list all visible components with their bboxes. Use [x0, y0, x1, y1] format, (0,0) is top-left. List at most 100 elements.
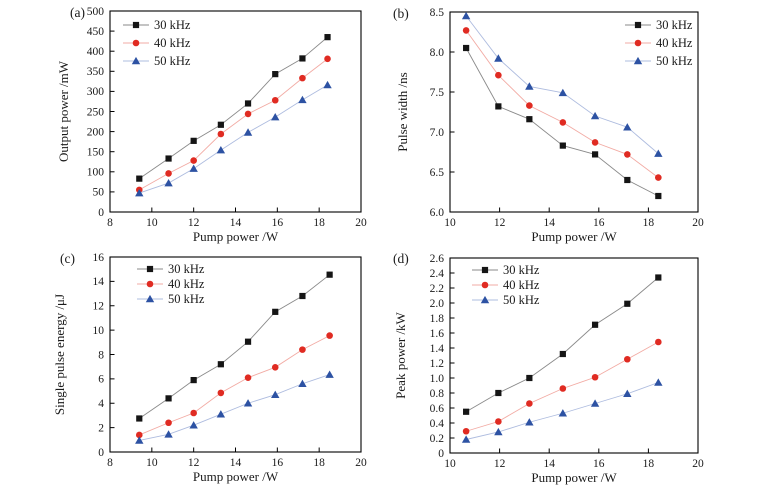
y-tick-label: 0	[98, 207, 104, 219]
y-tick-label: 12	[93, 301, 105, 313]
y-tick-label: 6.5	[430, 167, 445, 179]
data-point-30-khz	[165, 395, 172, 402]
data-point-50-khz	[654, 378, 663, 386]
data-point-30-khz	[136, 175, 143, 182]
series-50-khz-line	[139, 374, 330, 441]
y-tick-label: 2	[98, 422, 104, 434]
data-point-30-khz	[244, 338, 252, 345]
x-axis-title: Pump power /W	[193, 469, 279, 484]
legend-label-30-khz: 30 kHz	[168, 262, 205, 276]
data-point-40-khz	[271, 363, 279, 371]
y-axis-title: Single pulse energy /μJ	[52, 294, 67, 415]
axes: 10 12 14 16 18 20 6.0 6.5 7.0 7.5 8.0 8.5	[430, 7, 704, 229]
y-tick-label: 1.6	[430, 328, 445, 340]
data-point-30-khz	[624, 176, 631, 184]
x-tick-label: 20	[355, 457, 367, 469]
data-point-30-khz	[244, 100, 252, 107]
data-point-30-khz	[624, 300, 631, 307]
legend-marker-50-khz	[480, 295, 490, 304]
data-point-50-khz	[558, 409, 568, 417]
data-point-50-khz	[325, 370, 334, 378]
y-tick-label: 1.2	[430, 358, 445, 370]
legend-label-30-khz: 30 kHz	[154, 18, 191, 32]
x-tick-label: 16	[272, 217, 284, 229]
data-point-50-khz	[135, 189, 144, 197]
x-tick-label: 18	[313, 217, 325, 229]
legend-marker-30-khz	[146, 265, 154, 273]
plot-frame	[449, 11, 699, 213]
legend-label-50-khz: 50 kHz	[656, 54, 693, 68]
x-axis-title: Pump power /W	[531, 470, 617, 485]
y-tick-label: 8.0	[430, 47, 445, 59]
series-40-khz-line	[139, 58, 328, 191]
x-tick-label: 18	[313, 457, 325, 469]
y-tick-label: 500	[87, 6, 105, 18]
series-40-khz-line	[139, 335, 330, 436]
y-tick-label: 0.8	[430, 388, 445, 400]
data-point-30-khz	[526, 374, 533, 382]
data-point-40-khz	[495, 418, 502, 425]
data-point-40-khz	[526, 400, 533, 407]
data-point-50-khz	[623, 123, 632, 131]
data-point-50-khz	[243, 399, 253, 407]
y-tick-label: 200	[87, 126, 105, 138]
y-tick-label: 0.2	[430, 433, 445, 445]
y-axis-title: Peak power /kW	[393, 311, 408, 398]
data-point-50-khz	[298, 379, 307, 388]
x-tick-label: 16	[272, 457, 284, 469]
data-point-50-khz	[525, 418, 534, 426]
series-40-khz	[135, 332, 333, 439]
data-point-50-khz	[271, 113, 280, 121]
data-point-30-khz	[217, 121, 224, 128]
y-tick-label: 400	[87, 46, 105, 58]
x-tick-label: 20	[355, 217, 367, 229]
series-50-khz	[461, 11, 663, 157]
data-point-50-khz	[135, 436, 144, 444]
data-point-40-khz	[190, 157, 197, 164]
legend-label-50-khz: 50 kHz	[154, 54, 191, 68]
legend-marker-40-khz	[146, 280, 154, 288]
y-tick-label: 2.6	[430, 253, 445, 265]
data-point-40-khz	[299, 74, 306, 82]
subplot-b-canvas: (b) 10 12 14 16 18 20 6.0 6.5 7.0 7.5 8.0 8.5 Pump po…	[393, 6, 704, 244]
legend-label-40-khz: 40 kHz	[656, 36, 693, 50]
data-point-40-khz	[244, 110, 252, 118]
series-50-khz-line	[465, 15, 659, 154]
data-point-30-khz	[299, 55, 306, 62]
panel-label-c: (c)	[60, 251, 75, 266]
y-tick-label: 450	[87, 26, 105, 38]
axes: 8 10 12 14 16 18 20 0 2 4 6 8 10 12 14 16	[93, 252, 368, 469]
data-point-30-khz	[217, 361, 224, 368]
axes: 10 12 14 16 18 20 0 0.2 0.4 0.6 0.8 1.0 1.2 1.4 1.6 1.8…	[430, 253, 704, 470]
data-point-50-khz	[494, 54, 503, 62]
series-40-khz	[462, 338, 662, 435]
x-axis-title: Pump power /W	[193, 229, 279, 244]
x-tick-label: 8	[107, 457, 113, 469]
y-tick-label: 0.4	[430, 418, 445, 430]
y-tick-label: 10	[93, 325, 105, 337]
y-axis-title: Output power /mW	[56, 60, 71, 162]
data-point-50-khz	[323, 80, 332, 89]
series-30-khz	[463, 274, 662, 415]
y-tick-label: 250	[87, 106, 105, 118]
x-tick-label: 12	[188, 457, 200, 469]
series-30-khz-line	[139, 274, 330, 419]
data-point-40-khz	[299, 346, 306, 353]
data-point-30-khz	[559, 350, 566, 358]
y-tick-label: 14	[93, 276, 105, 288]
data-point-50-khz	[189, 421, 198, 429]
data-point-50-khz	[164, 178, 173, 187]
x-tick-label: 18	[643, 217, 655, 229]
data-point-50-khz	[525, 82, 534, 90]
x-tick-label: 14	[543, 217, 555, 229]
data-point-50-khz	[623, 389, 632, 398]
data-point-40-khz	[324, 55, 331, 63]
x-tick-label: 14	[230, 217, 242, 229]
y-tick-label: 7.5	[430, 87, 445, 99]
data-point-30-khz	[526, 116, 533, 123]
legend-marker-50-khz	[145, 294, 155, 303]
x-tick-label: 14	[543, 458, 555, 470]
x-tick-label: 14	[230, 457, 242, 469]
